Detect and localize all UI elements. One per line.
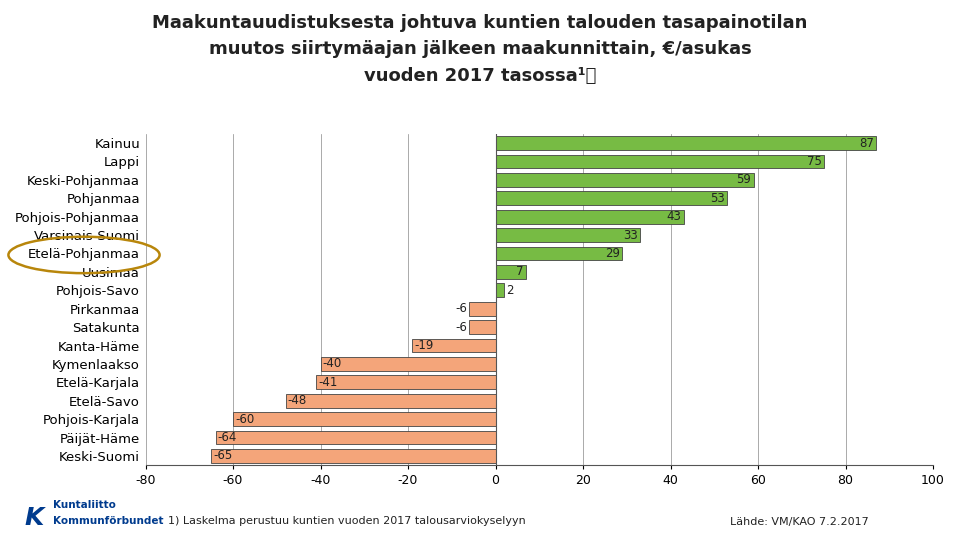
Text: 29: 29 <box>605 247 620 260</box>
Text: -6: -6 <box>455 302 468 315</box>
Bar <box>211 449 495 463</box>
Text: -65: -65 <box>213 449 232 462</box>
Text: Kommunförbundet: Kommunförbundet <box>53 516 163 526</box>
Text: -19: -19 <box>415 339 434 352</box>
Bar <box>321 357 495 371</box>
Bar <box>495 265 526 279</box>
Bar <box>495 154 824 168</box>
Text: 53: 53 <box>710 192 725 205</box>
Text: 43: 43 <box>666 210 682 223</box>
Text: -41: -41 <box>319 376 338 389</box>
Text: -64: -64 <box>218 431 237 444</box>
Text: vuoden 2017 tasossa¹⧠: vuoden 2017 tasossa¹⧠ <box>364 68 596 85</box>
Text: -6: -6 <box>455 321 468 334</box>
Bar <box>469 320 495 334</box>
Text: 59: 59 <box>736 173 752 186</box>
Text: 7: 7 <box>516 265 524 279</box>
Bar <box>495 191 728 205</box>
Text: 75: 75 <box>806 155 822 168</box>
Bar <box>413 339 495 353</box>
Bar <box>495 210 684 224</box>
Bar <box>495 247 622 260</box>
Bar <box>469 302 495 315</box>
Text: -40: -40 <box>323 357 342 370</box>
Bar <box>495 228 640 242</box>
Bar <box>316 375 495 389</box>
Text: -48: -48 <box>288 394 307 407</box>
Text: K: K <box>24 507 43 530</box>
Bar <box>495 284 504 297</box>
Text: Lähde: VM/KAO 7.2.2017: Lähde: VM/KAO 7.2.2017 <box>730 516 869 526</box>
Bar <box>285 394 495 408</box>
Bar <box>233 412 495 426</box>
Text: 1) Laskelma perustuu kuntien vuoden 2017 talousarviokyselyyn: 1) Laskelma perustuu kuntien vuoden 2017… <box>168 516 526 526</box>
Bar <box>495 136 876 150</box>
Text: 87: 87 <box>859 137 874 150</box>
Text: 33: 33 <box>623 228 637 241</box>
Text: muutos siirtymäajan jälkeen maakunnittain, €/asukas: muutos siirtymäajan jälkeen maakunnittai… <box>208 40 752 58</box>
Bar <box>495 173 754 187</box>
Text: 2: 2 <box>507 284 514 297</box>
Text: Kuntaliitto: Kuntaliitto <box>53 500 115 510</box>
Text: Maakuntauudistuksesta johtuva kuntien talouden tasapainotilan: Maakuntauudistuksesta johtuva kuntien ta… <box>153 14 807 31</box>
Bar <box>216 431 495 444</box>
Text: -60: -60 <box>235 413 254 426</box>
